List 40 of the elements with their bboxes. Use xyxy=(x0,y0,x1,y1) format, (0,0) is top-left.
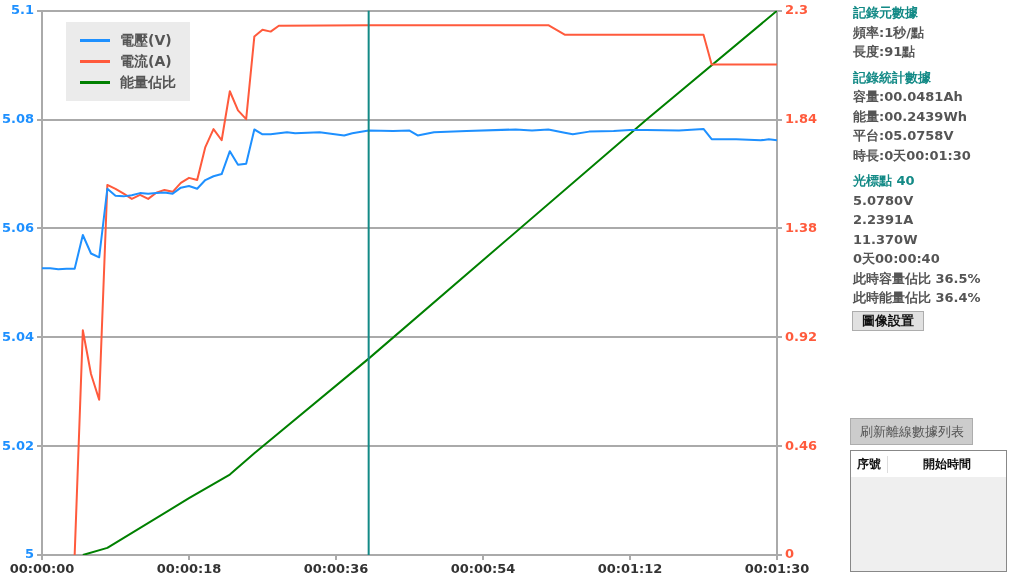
x-tick-label: 00:01:30 xyxy=(744,561,810,577)
text: 平台:05.0758V xyxy=(853,127,955,145)
text: 時長:0天00:01:30 xyxy=(853,146,972,165)
text: 開始時間 xyxy=(922,455,972,473)
text: 容量:00.0481Ah xyxy=(853,88,964,106)
text: 記錄元數據 xyxy=(853,4,919,22)
y-tick-label: 5 xyxy=(24,546,34,562)
text: 長度:91點 xyxy=(853,43,917,61)
text: 此時容量佔比 36.5% xyxy=(853,269,982,288)
text: 此時能量佔比 36.4% xyxy=(853,289,982,307)
text: 圖像設置 xyxy=(852,310,924,331)
y2-tick-label: 1.38 xyxy=(785,219,818,235)
text: 5.0780V xyxy=(853,191,915,210)
legend-label: 電流(A) xyxy=(120,52,172,71)
x-tick-label: 00:00:36 xyxy=(303,561,369,577)
y2-tick-label: 0.92 xyxy=(785,328,818,344)
x-tick-label: 00:01:12 xyxy=(597,561,663,577)
text: 11.370W xyxy=(853,230,919,249)
y-tick-label: 5.1 xyxy=(10,2,34,18)
text: 2.2391A xyxy=(853,211,915,229)
legend-label: 能量佔比 xyxy=(120,73,176,92)
y2-tick-label: 2.3 xyxy=(785,2,809,18)
y-tick-label: 5.02 xyxy=(1,437,34,453)
text: 0天00:00:40 xyxy=(853,250,941,268)
x-tick-label: 00:00:00 xyxy=(9,561,75,577)
text: 記錄統計數據 xyxy=(853,68,932,87)
legend-label: 電壓(V) xyxy=(120,31,172,50)
y-tick-label: 5.06 xyxy=(1,219,34,235)
text: 能量:00.2439Wh xyxy=(853,107,968,126)
x-tick-label: 00:00:18 xyxy=(156,561,222,577)
y2-tick-label: 0.46 xyxy=(785,437,818,453)
y-tick-label: 5.04 xyxy=(1,328,34,344)
text: 刷新離線數據列表 xyxy=(850,418,973,445)
text: 序號 xyxy=(851,455,888,473)
y2-tick-label: 0 xyxy=(785,546,795,562)
text: 光標點 40 xyxy=(853,172,916,190)
y2-tick-label: 1.84 xyxy=(785,111,818,127)
x-tick-label: 00:00:54 xyxy=(450,561,516,577)
text: 頻率:1秒/點 xyxy=(853,23,925,42)
y-tick-label: 5.08 xyxy=(1,111,34,127)
